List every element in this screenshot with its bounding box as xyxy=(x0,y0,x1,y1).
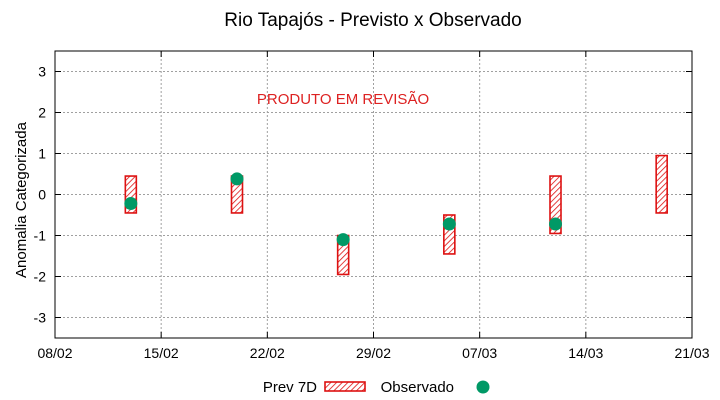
observed-point xyxy=(124,197,138,211)
y-tick-label: 2 xyxy=(38,105,46,121)
y-tick-label: 1 xyxy=(38,146,46,162)
legend-swatch-prev-7d xyxy=(324,381,366,392)
y-axis-label: Anomalia Categorizada xyxy=(13,121,30,278)
legend-label-observado: Observado xyxy=(381,379,454,396)
forecast-range-bar xyxy=(549,175,562,235)
observed-point xyxy=(549,217,562,231)
y-tick-label: 0 xyxy=(38,187,46,203)
forecast-range-bar xyxy=(443,214,456,255)
observed-point xyxy=(442,217,456,231)
y-tick-label: -2 xyxy=(34,269,47,285)
observed-point xyxy=(230,172,244,186)
legend: Prev 7D Observado xyxy=(263,379,490,396)
x-tick-label: 07/03 xyxy=(462,345,497,361)
revision-annotation: PRODUTO EM REVISÃO xyxy=(257,91,429,108)
y-tick-label: -1 xyxy=(34,228,47,244)
legend-marker-observado xyxy=(476,380,490,394)
x-tick-label: 21/03 xyxy=(674,345,709,361)
forecast-range-bar xyxy=(655,154,668,214)
legend-label-prev-7d: Prev 7D xyxy=(263,379,317,396)
x-tick-label: 15/02 xyxy=(144,345,179,361)
x-tick-label: 29/02 xyxy=(356,345,391,361)
chart-title: Rio Tapajós - Previsto x Observado xyxy=(224,10,521,31)
axis-ticks: 3 2 1 0 -1 -2 -3 08/02 15/02 22/02 29/02 07/03 14/03… xyxy=(34,51,710,361)
data-marks xyxy=(124,154,668,276)
observed-point xyxy=(336,233,350,247)
y-tick-label: 3 xyxy=(38,64,46,80)
x-tick-label: 08/02 xyxy=(37,345,72,361)
y-tick-label: -3 xyxy=(34,310,47,326)
x-tick-label: 14/03 xyxy=(568,345,603,361)
forecast-range-bar xyxy=(124,175,138,214)
x-tick-label: 22/02 xyxy=(250,345,285,361)
